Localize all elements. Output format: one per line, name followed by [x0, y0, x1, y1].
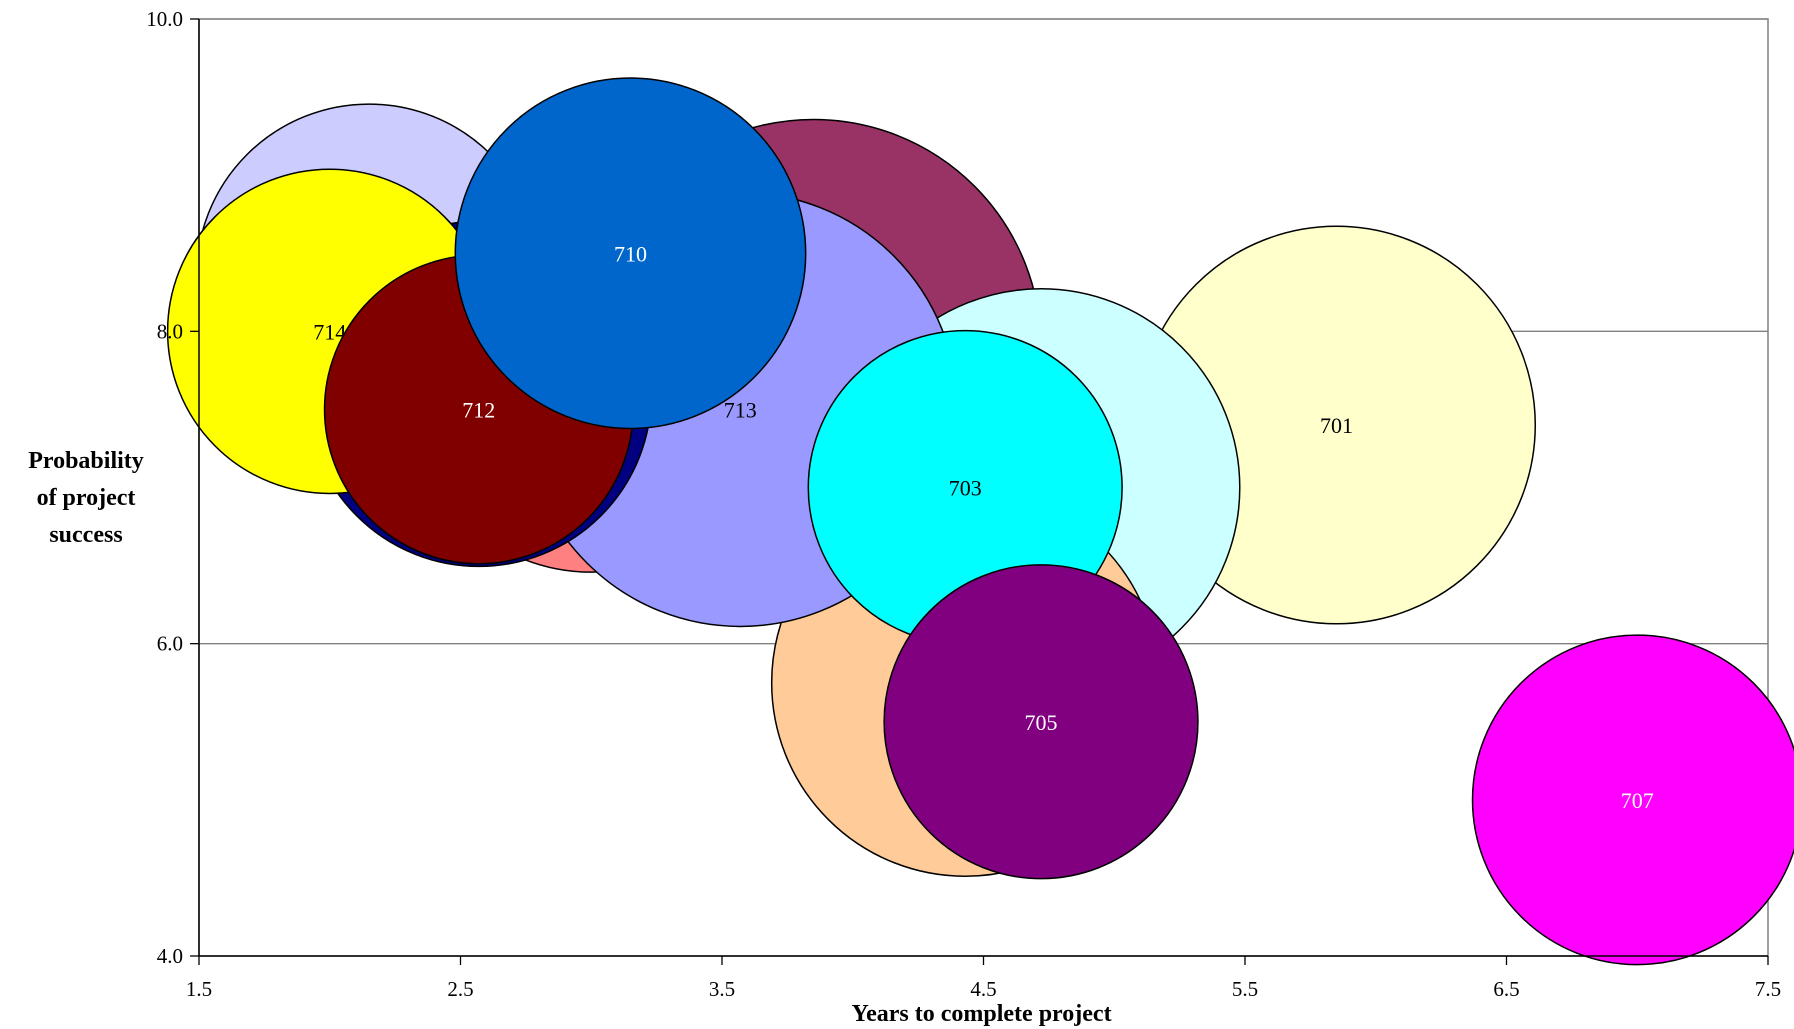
bubble-707: 707	[1471, 634, 1794, 966]
bubble-label: 703	[949, 476, 982, 501]
x-tick-label: 5.5	[1232, 977, 1258, 1001]
bubble-label: 712	[462, 397, 495, 422]
bubble-705: 705	[883, 564, 1199, 880]
axes	[190, 18, 1769, 965]
x-tick-label: 2.5	[447, 977, 473, 1001]
x-axis-title: Years to complete project	[851, 1001, 1111, 1027]
bubble-label: 707	[1621, 788, 1654, 813]
y-axis-title-line: Probability	[28, 448, 144, 474]
bubble-circle	[1471, 634, 1794, 966]
y-axis-title-line: success	[49, 522, 122, 548]
x-tick-label: 1.5	[186, 977, 212, 1001]
bubble-710: 710	[454, 77, 807, 430]
bubble-label: 713	[724, 397, 757, 422]
bubble-circle	[454, 77, 807, 430]
x-tick-label: 4.5	[970, 977, 996, 1001]
y-axis-title: Probability of project success	[28, 448, 144, 548]
y-tick-label: 4.0	[157, 944, 183, 968]
bubble-label: 705	[1025, 710, 1058, 735]
y-axis-title-line: of project	[37, 485, 136, 511]
y-tick-label: 8.0	[157, 319, 183, 343]
y-tick-label: 6.0	[157, 632, 183, 656]
x-tick-label: 7.5	[1755, 977, 1781, 1001]
bubble-circle	[883, 564, 1199, 880]
bubble-series: 7017117087027067047137097147127107037057…	[166, 77, 1794, 966]
tick-labels: 4.0 6.0 8.0 10.0 1.5 2.5 3.5 4.5 5.5 6.5 7.5	[146, 7, 1781, 1001]
bubble-label: 710	[614, 241, 647, 266]
x-tick-label: 6.5	[1493, 977, 1519, 1001]
y-tick-label: 10.0	[146, 7, 183, 31]
bubble-label: 701	[1320, 413, 1353, 438]
x-tick-label: 3.5	[709, 977, 735, 1001]
